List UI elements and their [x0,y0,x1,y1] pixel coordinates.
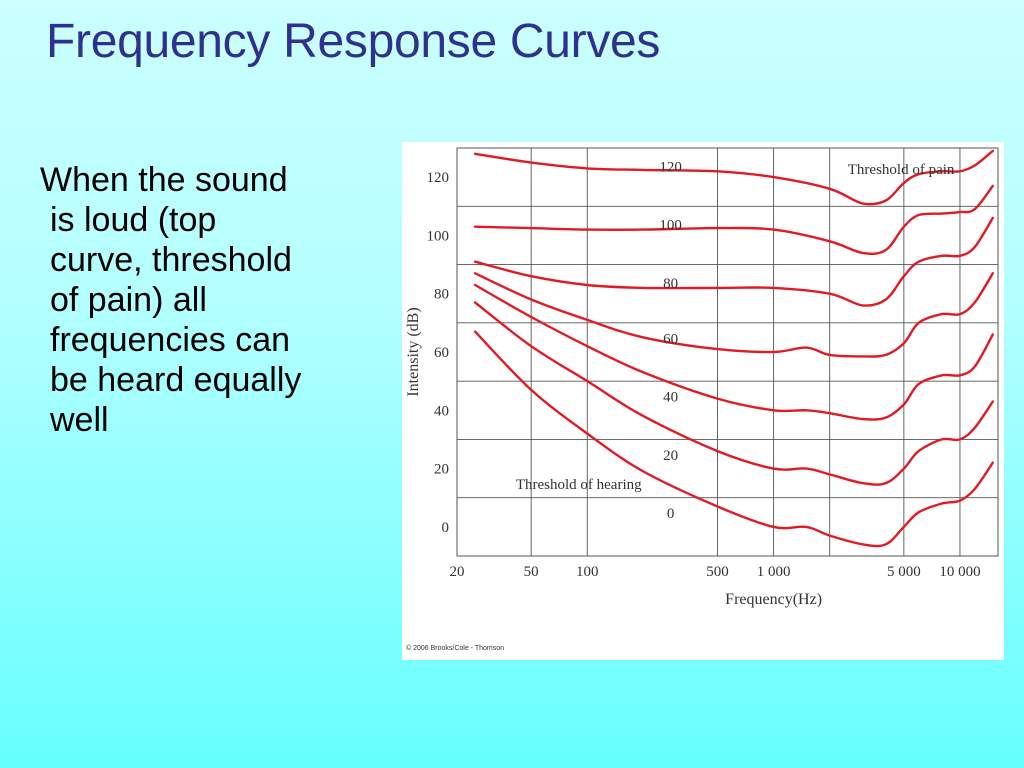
x-tick-label: 500 [706,564,729,580]
curve-label: 20 [663,448,678,464]
x-axis-label: Frequency(Hz) [725,591,822,608]
x-tick-label: 100 [576,564,599,580]
body-line: well [50,401,109,439]
grid [456,147,999,557]
curve-label: 100 [659,218,682,234]
labels: 0 20 40 60 80 100 120 20 50 100 500 1 000 5 000 10 00… [405,159,981,608]
x-tick-label: 1 000 [757,564,791,580]
y-tick-label: 80 [434,287,449,303]
y-tick-label: 20 [434,462,449,478]
body-line: of pain) all [50,281,207,319]
curve-label: 120 [659,159,682,175]
x-tick-label: 50 [524,564,539,580]
body-line: curve, threshold [50,241,292,279]
body-line: is loud (top [50,201,217,239]
curve-label: 40 [663,390,678,406]
plot-frame [456,147,999,557]
body-text: When the sound is loud (top curve, thres… [40,160,402,440]
curve-60-phon [473,272,994,358]
curve-80-phon [473,216,994,307]
body-line: When the sound [40,161,288,199]
curve-label: 60 [663,331,678,347]
slide-title: Frequency Response Curves [46,15,661,68]
annotation: Threshold of hearing [516,477,642,493]
copyright-note: © 2006 Brooks/Cole - Thomson [406,645,505,652]
x-tick-label: 10 000 [939,564,980,580]
y-tick-label: 60 [434,345,449,361]
curve-40-phon [473,283,994,421]
y-axis-label: Intensity (dB) [405,307,422,396]
curve-20-phon [473,301,994,486]
x-tick-label: 20 [450,564,465,580]
curve-label: 0 [667,506,675,522]
y-tick-label: 40 [434,403,449,419]
curve-120-phon [473,149,994,206]
y-tick-label: 0 [442,520,450,536]
curves [473,149,994,548]
body-line: frequencies can [50,321,291,359]
annotation: Threshold of pain [848,162,955,178]
body-line: be heard equally [50,361,302,399]
frequency-response-chart: 0 20 40 60 80 100 120 20 50 100 500 1 000 5 000 10 00… [405,147,999,608]
chart-panel: 0 20 40 60 80 100 120 20 50 100 500 1 000 5 000 10 00… [402,142,1004,660]
y-tick-label: 100 [427,228,450,244]
x-tick-label: 5 000 [887,564,921,580]
y-tick-label: 120 [427,170,450,186]
curve-100-phon [473,184,994,256]
curve-label: 80 [663,276,678,292]
curve-0-phon [473,330,994,548]
